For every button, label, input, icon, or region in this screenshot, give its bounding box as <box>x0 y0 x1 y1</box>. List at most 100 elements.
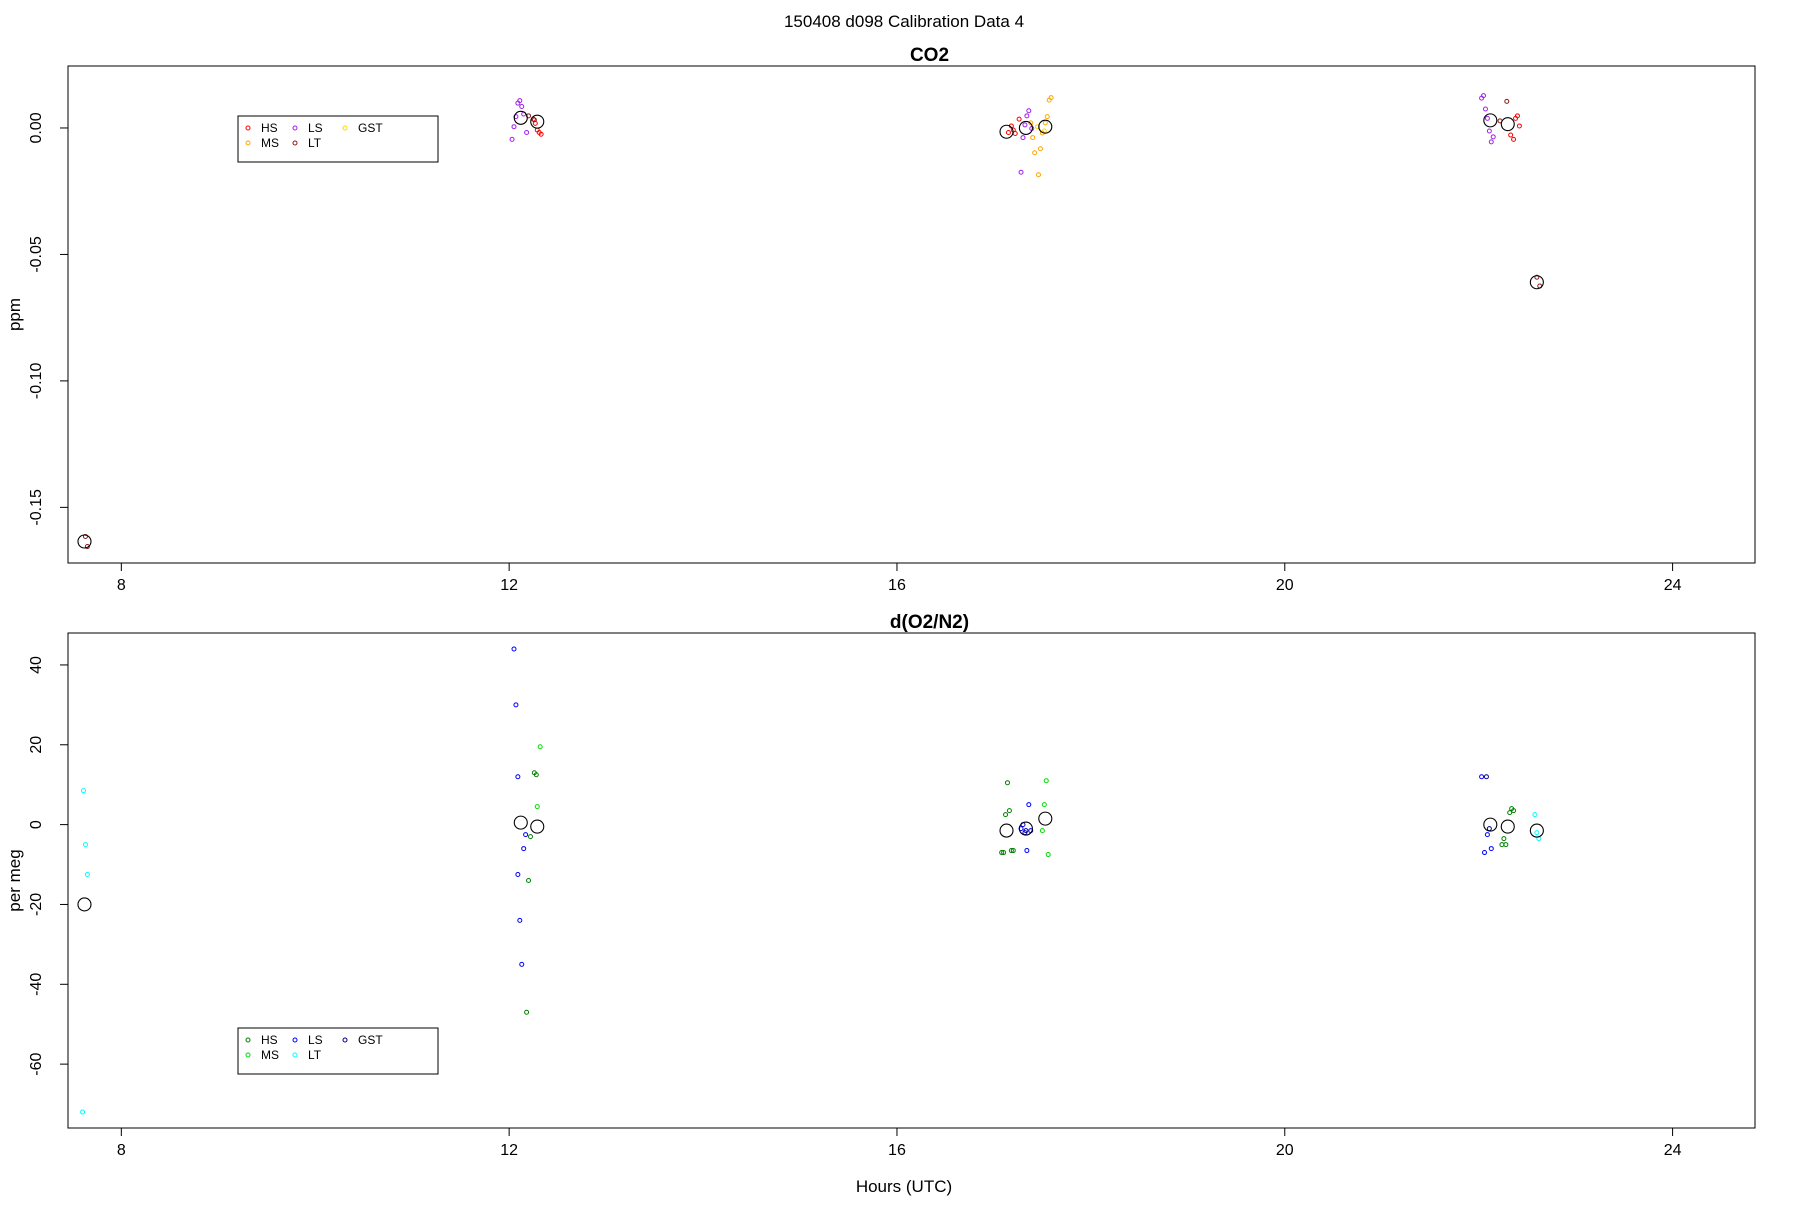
panel-title: d(O2/N2) <box>890 612 969 633</box>
data-point <box>517 917 523 923</box>
legend-marker <box>245 1052 251 1058</box>
y-axis-label: per meg <box>5 849 24 911</box>
data-point <box>1045 852 1051 858</box>
mean-point <box>1500 819 1515 834</box>
data-point <box>1001 850 1007 856</box>
data-point <box>1006 808 1012 814</box>
data-point <box>513 702 519 708</box>
data-point <box>1488 846 1494 852</box>
mean-point <box>1483 113 1498 128</box>
data-point <box>1024 113 1030 119</box>
legend-box <box>237 115 439 163</box>
mean-point <box>1529 823 1544 838</box>
mean-point <box>77 897 92 912</box>
data-point <box>511 646 517 652</box>
data-point <box>1008 848 1014 854</box>
legend-label: HS <box>261 121 278 135</box>
mean-point <box>1500 117 1515 132</box>
mean-point <box>999 124 1014 139</box>
legend-marker <box>342 1037 348 1043</box>
page-title: 150408 d098 Calibration Data 4 <box>784 12 1024 31</box>
legend-marker <box>292 1052 298 1058</box>
data-point <box>1488 139 1494 145</box>
legend-label: LT <box>308 1048 322 1062</box>
data-point <box>531 117 537 123</box>
mean-point <box>999 823 1014 838</box>
legend-marker <box>292 125 298 131</box>
data-point <box>1024 848 1030 854</box>
x-tick-label: 16 <box>888 1142 906 1159</box>
legend-label: MS <box>261 136 279 150</box>
x-tick-label: 24 <box>1664 1142 1682 1159</box>
y-tick-label: 0 <box>28 820 45 829</box>
data-point <box>1016 116 1022 122</box>
x-tick-label: 16 <box>888 577 906 594</box>
x-tick-label: 20 <box>1276 577 1294 594</box>
x-tick-label: 12 <box>500 577 518 594</box>
data-point <box>515 774 521 780</box>
data-point <box>1037 146 1043 152</box>
data-point <box>82 842 88 848</box>
mean-point <box>513 815 528 830</box>
data-point <box>1004 780 1010 786</box>
legend-label: LS <box>308 121 323 135</box>
data-point <box>1483 774 1489 780</box>
x-tick-label: 24 <box>1664 577 1682 594</box>
data-point <box>1041 802 1047 808</box>
data-point <box>1035 124 1041 130</box>
data-point <box>527 834 533 840</box>
data-point <box>519 103 525 109</box>
data-point <box>1012 131 1018 137</box>
data-point <box>1036 172 1042 178</box>
data-point <box>1022 122 1028 128</box>
data-point <box>1508 132 1514 138</box>
data-point <box>1048 95 1054 101</box>
y-tick-label: -0.10 <box>28 363 45 400</box>
y-axis-label: ppm <box>5 298 24 331</box>
data-point <box>538 131 544 137</box>
data-point <box>1039 828 1045 834</box>
legend-label: GST <box>358 121 383 135</box>
data-point <box>1532 812 1538 818</box>
legend-marker <box>292 1037 298 1043</box>
data-point <box>1042 120 1048 126</box>
data-point <box>1534 274 1540 280</box>
y-tick-label: -0.05 <box>28 236 45 273</box>
x-tick-label: 20 <box>1276 1142 1294 1159</box>
mean-point <box>1038 119 1053 134</box>
data-point <box>509 136 515 142</box>
legend-marker <box>245 140 251 146</box>
data-point <box>84 872 90 878</box>
mean-point <box>530 819 545 834</box>
data-point <box>1484 832 1490 838</box>
data-point <box>1482 106 1488 112</box>
y-tick-label: -40 <box>28 973 45 996</box>
mean-point <box>530 114 545 129</box>
data-point <box>1018 169 1024 175</box>
data-point <box>1490 134 1496 140</box>
data-point <box>1507 810 1513 816</box>
data-point <box>1511 136 1517 142</box>
data-point <box>1481 850 1487 856</box>
data-point <box>82 533 88 539</box>
data-point <box>1010 848 1016 854</box>
data-point <box>1030 135 1036 141</box>
y-tick-label: -60 <box>28 1052 45 1075</box>
legend-label: LT <box>308 136 322 150</box>
data-point <box>517 98 523 104</box>
data-point <box>1481 93 1487 99</box>
data-point <box>1484 115 1490 121</box>
mean-point <box>77 534 92 549</box>
data-point <box>1003 812 1009 818</box>
data-point <box>81 788 87 794</box>
data-point <box>533 772 539 778</box>
data-point <box>1479 774 1485 780</box>
data-point <box>1043 778 1049 784</box>
data-point <box>1044 114 1050 120</box>
panel-title: CO2 <box>910 45 949 66</box>
data-point <box>524 130 530 136</box>
y-tick-label: 20 <box>28 736 45 754</box>
legend-box <box>237 1027 439 1075</box>
